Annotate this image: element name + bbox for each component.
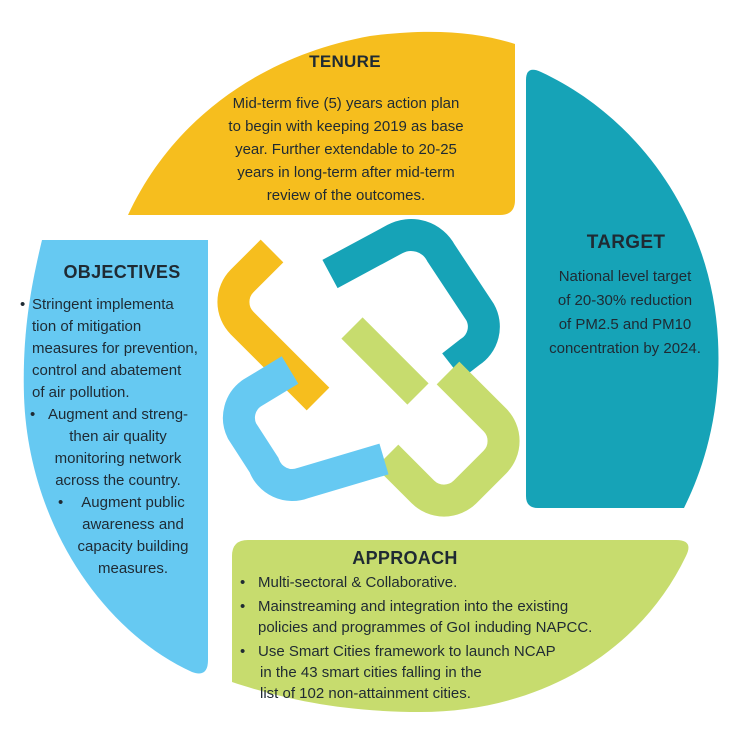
approach-line: Mainstreaming and integration into the e… — [258, 598, 569, 615]
objectives-line: Augment and streng- — [47, 406, 189, 423]
approach-item: • Mainstreaming and integration into the… — [236, 596, 676, 638]
tenure-line: to begin with keeping 2019 as base — [228, 118, 464, 135]
objectives-line: awareness and — [82, 516, 184, 533]
target-line: of PM2.5 and PM10 — [558, 316, 692, 333]
approach-line: in the 43 smart cities falling in the — [260, 664, 482, 681]
tenure-line: review of the outcomes. — [266, 187, 426, 204]
objectives-line: capacity building — [77, 538, 189, 555]
objectives-line: then air quality — [69, 428, 167, 445]
objectives-item: • Augment public awareness and capacity … — [18, 492, 208, 580]
tenure-line: year. Further extendable to 20-25 — [235, 141, 457, 158]
approach-text: • Multi-sectoral & Collaborative. • Main… — [236, 572, 676, 704]
objectives-line: Augment public — [81, 494, 185, 511]
approach-line: list of 102 non-attainment cities. — [260, 685, 471, 702]
objectives-item: • Augment and streng- then air quality m… — [18, 404, 208, 492]
target-line: of 20-30% reduction — [557, 292, 693, 309]
target-quadrant — [526, 69, 719, 508]
tenure-line: years in long-term after mid-term — [237, 164, 455, 181]
objectives-item: • Stringent implementa tion of mitigatio… — [18, 294, 208, 404]
target-title: TARGET — [586, 232, 666, 253]
objectives-line: monitoring network — [54, 450, 182, 467]
interlocking-knot-logo — [217, 219, 520, 517]
tenure-quadrant — [128, 31, 515, 216]
approach-quadrant — [232, 540, 689, 712]
knot-teal-loop — [322, 219, 500, 379]
target-line: National level target — [558, 268, 692, 285]
knot-yellow-loop — [217, 239, 330, 411]
approach-item: • Use Smart Cities framework to launch N… — [236, 641, 676, 704]
approach-line: policies and programmes of GoI induding … — [258, 619, 593, 636]
tenure-line: Mid-term five (5) years action plan — [232, 95, 460, 112]
approach-line: Use Smart Cities framework to launch NCA… — [258, 643, 556, 660]
knot-center-band — [341, 317, 429, 405]
objectives-title: OBJECTIVES — [63, 262, 181, 282]
objectives-line: across the country. — [55, 472, 181, 489]
objectives-text: • Stringent implementa tion of mitigatio… — [18, 294, 208, 580]
tenure-text: Mid-term five (5) years action plan to b… — [196, 92, 496, 207]
knot-green-loop — [375, 361, 520, 517]
target-line: concentration by 2024. — [549, 340, 701, 357]
approach-item: • Multi-sectoral & Collaborative. — [236, 572, 676, 593]
objectives-quadrant — [23, 240, 208, 674]
objectives-line: control and abatement — [32, 362, 182, 379]
approach-line: Multi-sectoral & Collaborative. — [258, 574, 458, 591]
objectives-line: measures. — [97, 560, 169, 577]
objectives-line: tion of mitigation — [32, 318, 142, 335]
tenure-title: TENURE — [309, 52, 381, 71]
target-text: National level target of 20-30% reductio… — [530, 265, 720, 361]
objectives-line: of air pollution. — [32, 384, 130, 401]
objectives-line: measures for prevention, — [32, 340, 198, 357]
approach-title: APPROACH — [352, 548, 458, 568]
objectives-line: Stringent implementa — [32, 296, 174, 313]
knot-blue-loop — [222, 356, 389, 501]
